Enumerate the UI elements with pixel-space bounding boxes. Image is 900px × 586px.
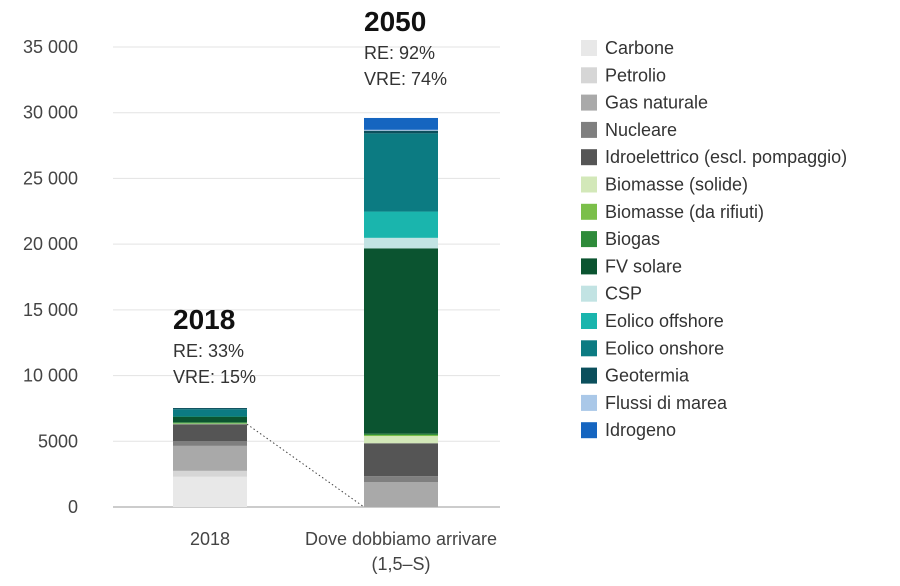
legend-label: Nucleare <box>605 120 677 140</box>
bar-segment <box>173 416 247 417</box>
bar-segment <box>364 248 438 434</box>
legend-swatch <box>581 422 597 439</box>
legend-swatch <box>581 394 597 411</box>
y-tick-label: 35 000 <box>23 37 78 57</box>
legend-item: Biomasse (da rifiuti) <box>581 202 764 222</box>
legend-label: Carbone <box>605 38 674 58</box>
legend-label: Petrolio <box>605 65 666 85</box>
y-tick-label: 20 000 <box>23 234 78 254</box>
y-axis-ticks: 0 5000 10 000 15 000 20 000 25 000 30 000 35 00… <box>23 37 78 517</box>
y-tick-label: 10 000 <box>23 366 78 386</box>
gridlines <box>113 46 500 508</box>
legend-swatch <box>581 176 597 193</box>
legend-item: Biomasse (solide) <box>581 175 748 195</box>
legend-label: Biogas <box>605 229 660 249</box>
legend-item: Nucleare <box>581 120 677 140</box>
legend-label: Idroelettrico (escl. pompaggio) <box>605 147 847 167</box>
category-label: 2018 <box>190 529 230 549</box>
category-label: (1,5–S) <box>371 554 430 574</box>
legend-swatch <box>581 367 597 384</box>
annotation-line: VRE: 74% <box>364 69 447 89</box>
bar-stack <box>173 408 247 507</box>
bar-segment <box>364 434 438 437</box>
bar-segment <box>173 470 247 477</box>
legend-label: CSP <box>605 284 642 304</box>
legend-item: FV solare <box>581 256 682 276</box>
legend-label: FV solare <box>605 256 682 276</box>
legend-label: Gas naturale <box>605 93 708 113</box>
legend-item: Gas naturale <box>581 93 708 113</box>
legend-swatch <box>581 149 597 166</box>
category-label: Dove dobbiamo arrivare <box>305 529 497 549</box>
legend-item: CSP <box>581 284 642 304</box>
legend-item: Idroelettrico (escl. pompaggio) <box>581 147 847 167</box>
legend-label: Idrogeno <box>605 420 676 440</box>
bar-segment <box>364 130 438 134</box>
bar-segment <box>173 476 247 507</box>
legend-item: Biogas <box>581 229 660 249</box>
legend-swatch <box>581 121 597 138</box>
bar-segment <box>173 423 247 424</box>
legend-label: Eolico offshore <box>605 311 724 331</box>
legend-swatch <box>581 231 597 248</box>
bar-segment <box>173 422 247 424</box>
legend-label: Flussi di marea <box>605 393 728 413</box>
y-tick-label: 25 000 <box>23 168 78 188</box>
bar-segment <box>364 436 438 444</box>
bar-segment <box>364 443 438 477</box>
y-tick-label: 5000 <box>38 431 78 451</box>
bar-segment <box>364 117 438 130</box>
bar-segment <box>364 237 438 249</box>
bar-segment <box>173 424 247 442</box>
legend-item: Geotermia <box>581 366 690 386</box>
annotation-line: RE: 33% <box>173 341 244 361</box>
bar-segment <box>173 408 247 410</box>
y-tick-label: 0 <box>68 497 78 517</box>
bar-segment <box>173 441 247 446</box>
bar-segment <box>173 423 247 425</box>
legend-item: Eolico onshore <box>581 338 724 358</box>
annotation-year: 2050 <box>364 6 426 37</box>
connector-dotted-line <box>246 423 365 508</box>
annotation-year: 2018 <box>173 304 235 335</box>
legend-label: Geotermia <box>605 366 690 386</box>
bar-segment <box>173 416 247 423</box>
y-tick-label: 30 000 <box>23 103 78 123</box>
annotation-line: VRE: 15% <box>173 367 256 387</box>
legend-item: Idrogeno <box>581 420 676 440</box>
legend-swatch <box>581 203 597 220</box>
legend-swatch <box>581 40 597 56</box>
x-axis-categories: 2018 Dove dobbiamo arrivare (1,5–S) <box>190 529 497 574</box>
bar-segment <box>173 409 247 417</box>
bar-segment <box>364 482 438 507</box>
bar-segment <box>364 476 438 483</box>
legend-swatch <box>581 313 597 329</box>
legend-label: Eolico onshore <box>605 338 724 358</box>
bar-segment <box>173 445 247 471</box>
y-tick-label: 15 000 <box>23 300 78 320</box>
bar-stack <box>364 117 438 507</box>
legend-swatch <box>581 258 597 275</box>
legend-swatch <box>581 285 597 302</box>
legend-item: Petrolio <box>581 65 666 85</box>
legend-item: Eolico offshore <box>581 311 724 331</box>
legend-swatch <box>581 340 597 357</box>
bar-segment <box>364 433 438 435</box>
legend: Carbone Petrolio Gas naturale Nucleare Idroe… <box>581 38 847 440</box>
legend-item: Flussi di marea <box>581 393 728 413</box>
annotations: 2018 RE: 33% VRE: 15% 2050 RE: 92% VRE: 74% <box>173 6 447 387</box>
legend-label: Biomasse (solide) <box>605 175 748 195</box>
bar-segment <box>364 129 438 131</box>
bar-segment <box>364 211 438 238</box>
legend-label: Biomasse (da rifiuti) <box>605 202 764 222</box>
legend-swatch <box>581 67 597 84</box>
bar-segment <box>364 133 438 212</box>
annotation-line: RE: 92% <box>364 43 435 63</box>
legend-swatch <box>581 94 597 111</box>
legend-item: Carbone <box>581 38 674 58</box>
bars <box>173 117 438 508</box>
